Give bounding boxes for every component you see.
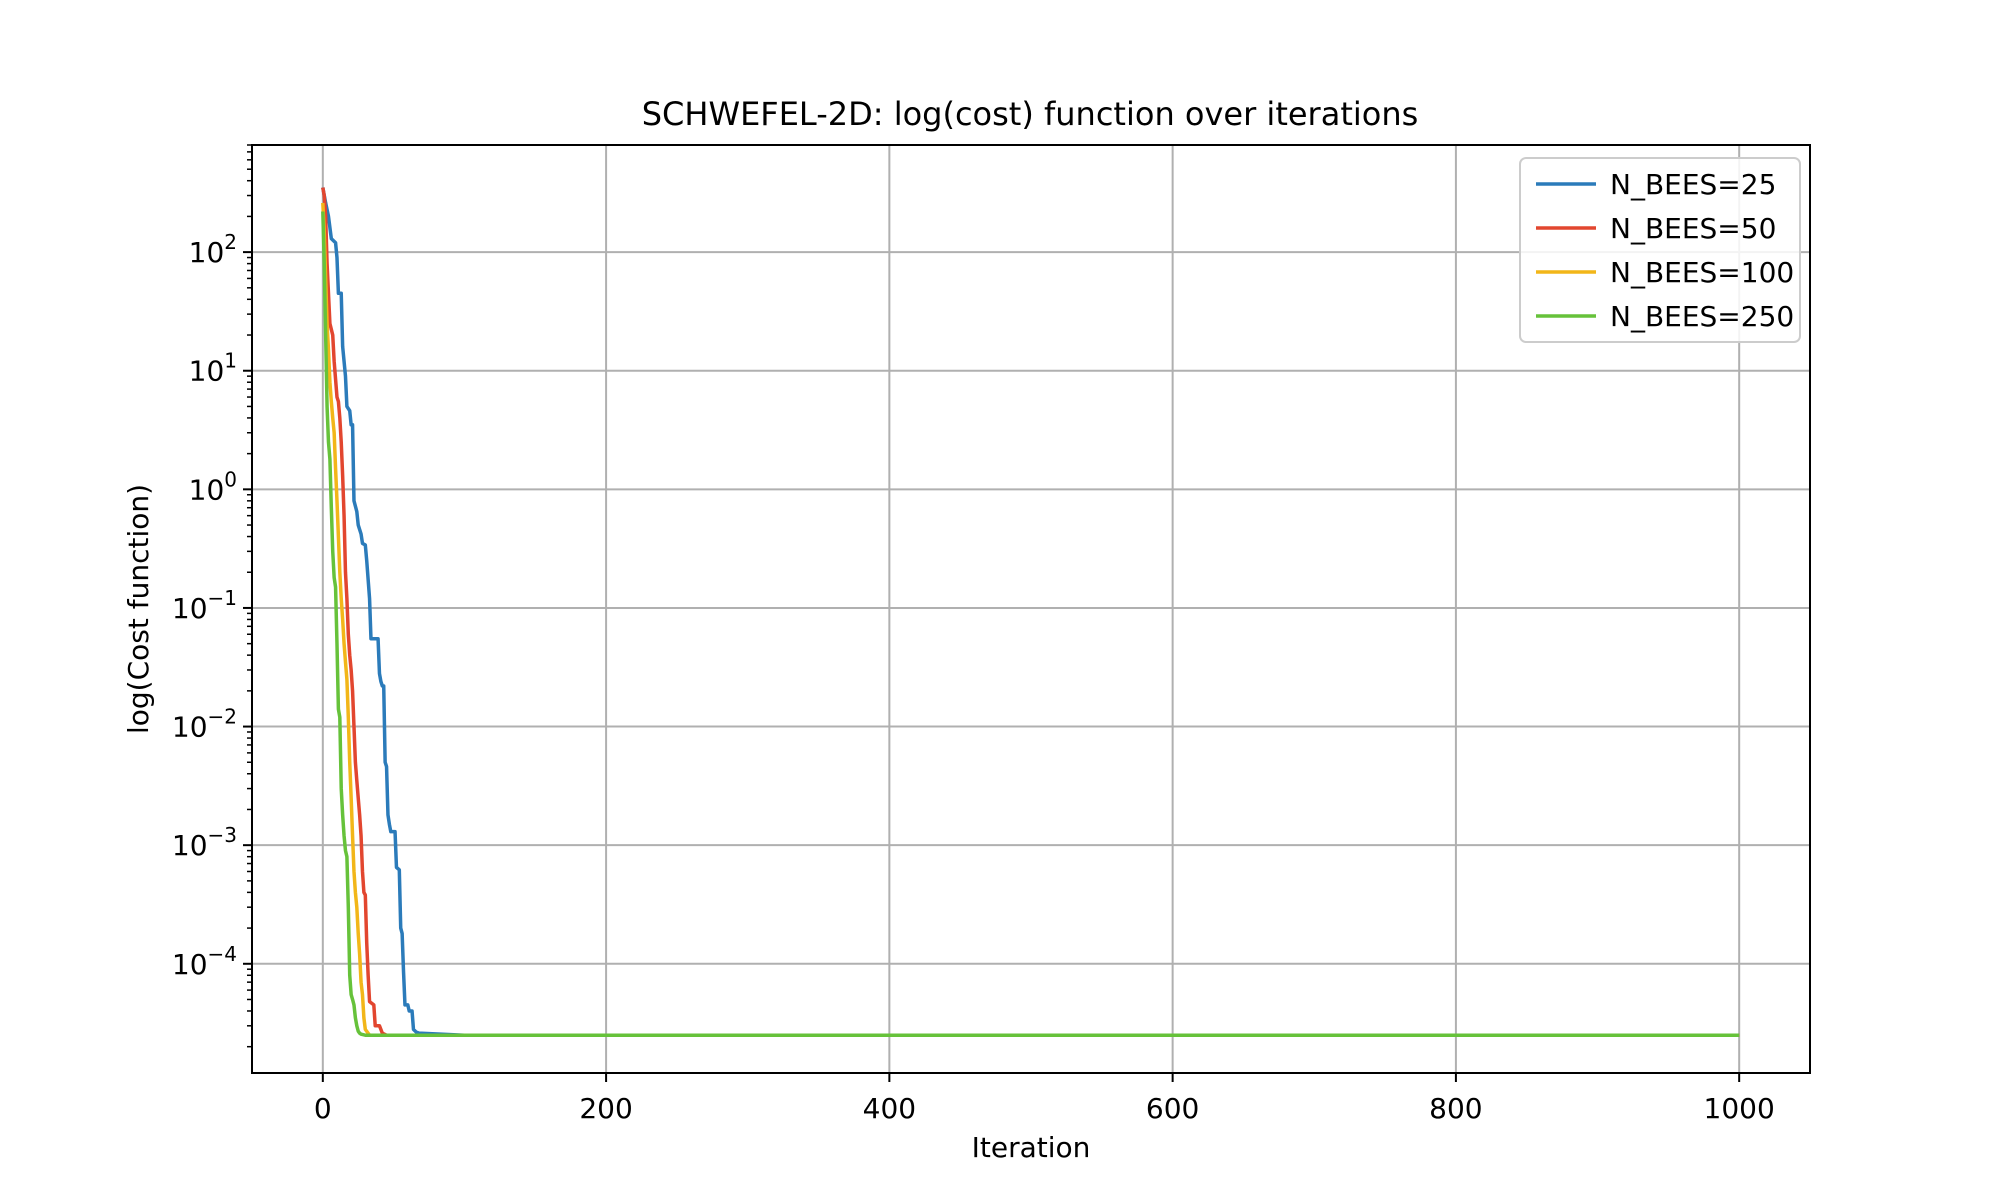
y-tick-exponent: 0 [224,467,237,491]
y-tick-label: 10−3 [172,823,237,862]
series-lines [321,187,1740,1037]
legend-label: N_BEES=25 [1610,168,1776,201]
y-tick-base: 10 [189,355,225,388]
legend-box [1519,157,1801,343]
x-tick-label: 400 [863,1092,916,1125]
x-tick-label: 0 [314,1092,332,1125]
y-tick-label: 10−1 [172,586,237,625]
x-tick-label: 1000 [1704,1092,1775,1125]
y-axis-label: log(Cost function) [122,484,155,734]
y-tick-base: 10 [189,236,225,269]
series-line-1 [321,187,1740,1037]
y-tick-base: 10 [189,473,225,506]
series-line-2 [321,187,1740,1037]
x-axis-ticks: 0 200 400 600 800 1000 [314,1073,1775,1125]
series-line-3 [321,202,1740,1037]
y-tick-label: 102 [189,230,237,269]
y-tick-base: 10 [172,829,208,862]
legend-label: N_BEES=50 [1610,212,1776,245]
y-tick-exponent: −1 [208,586,237,610]
y-tick-label: 101 [189,349,237,388]
series-line-4 [321,211,1740,1037]
y-tick-exponent: −4 [208,942,237,966]
y-tick-label: 100 [189,467,237,506]
y-tick-exponent: 2 [224,230,237,254]
x-tick-label: 600 [1146,1092,1199,1125]
plot-area-frame [251,144,1811,1074]
x-tick-label: 800 [1429,1092,1482,1125]
y-tick-exponent: −2 [208,705,237,729]
legend-label: N_BEES=100 [1610,256,1794,289]
y-tick-base: 10 [172,592,208,625]
y-tick-label: 10−4 [172,942,237,981]
legend-label: N_BEES=250 [1610,300,1794,333]
x-tick-label: 200 [579,1092,632,1125]
y-tick-label: 10−2 [172,705,237,744]
y-tick-base: 10 [172,948,208,981]
y-tick-exponent: −3 [208,823,237,847]
y-tick-base: 10 [172,711,208,744]
x-axis-label: Iteration [972,1131,1091,1164]
y-tick-exponent: 1 [224,349,237,373]
legend: N_BEES=25 N_BEES=50 N_BEES=100 N_BEES=250 [1519,157,1801,343]
chart-title: SCHWEFEL-2D: log(cost) function over ite… [642,95,1419,133]
